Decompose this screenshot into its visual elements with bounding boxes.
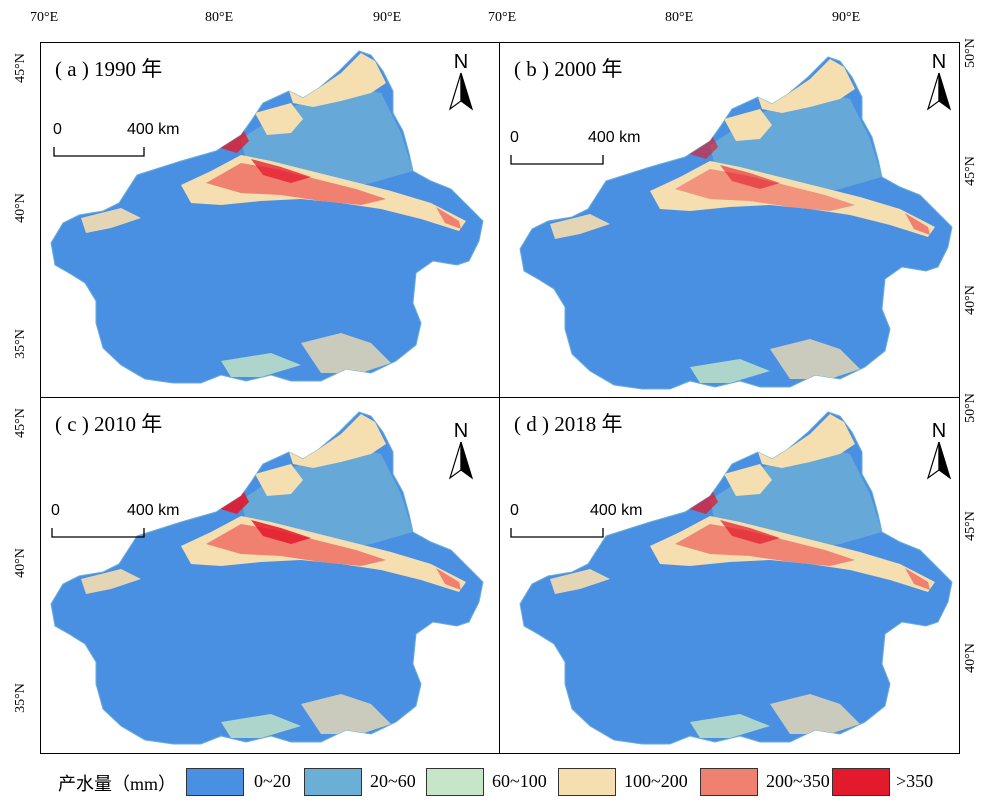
- legend-swatch-100-200: [558, 768, 616, 796]
- map-panel-2000: ( b ) 2000 年 N 0 400 km: [499, 42, 960, 399]
- legend: 产水量（mm） 0~20 20~60 60~100 100~200 200~35…: [0, 762, 1000, 800]
- lat-label-35n-top-left: 35°N: [12, 329, 28, 359]
- north-arrow-icon: N: [446, 51, 476, 113]
- lat-label-40n-bottom-left: 40°N: [12, 548, 28, 578]
- lon-label-80e-right: 80°E: [665, 10, 694, 25]
- scale-zero-label: 0: [510, 129, 519, 146]
- panel-title: ( c ) 2010 年: [55, 412, 163, 436]
- lon-label-80e-left: 80°E: [205, 10, 234, 25]
- north-label: N: [931, 51, 947, 73]
- scale-distance-label: 400 km: [590, 502, 643, 519]
- north-label: N: [453, 420, 469, 442]
- water-yield-map-1990: [50, 50, 484, 384]
- north-label: N: [453, 51, 469, 73]
- panel-title: ( d ) 2018 年: [514, 412, 623, 436]
- legend-label-100-200: 100~200: [624, 771, 688, 791]
- lat-label-45n-bottom-left: 45°N: [12, 408, 28, 438]
- north-arrow-icon: N: [924, 51, 954, 113]
- legend-title: 产水量（mm）: [58, 774, 177, 794]
- map-panel-2010: ( c ) 2010 年 N 0 400 km: [40, 397, 501, 754]
- lon-label-70e-right: 70°E: [488, 10, 517, 25]
- scale-zero-label: 0: [510, 502, 519, 519]
- scale-distance-label: 400 km: [588, 129, 641, 146]
- scale-zero-label: 0: [51, 502, 60, 519]
- north-arrow-icon: N: [924, 420, 954, 482]
- water-yield-map-2000: [519, 56, 953, 390]
- north-label: N: [931, 420, 947, 442]
- legend-label-60-100: 60~100: [492, 771, 547, 791]
- scale-bar: 0 400 km: [510, 129, 660, 169]
- scale-distance-label: 400 km: [127, 121, 180, 138]
- legend-swatch-60-100: [426, 768, 484, 796]
- lat-label-50n-bottom-right: 50°N: [962, 393, 978, 423]
- legend-swatch-gt-350: [832, 768, 890, 796]
- legend-swatch-0-20: [186, 768, 244, 796]
- water-yield-map-2018: [519, 411, 953, 745]
- lat-label-40n-bottom-right: 40°N: [962, 643, 978, 673]
- water-yield-map-2010: [50, 411, 484, 745]
- north-arrow-icon: N: [446, 420, 476, 482]
- legend-swatch-20-60: [304, 768, 362, 796]
- lat-label-45n-top-right: 45°N: [962, 156, 978, 186]
- lon-label-70e-left: 70°E: [30, 10, 59, 25]
- panel-title: ( a ) 1990 年: [55, 57, 163, 81]
- legend-label-20-60: 20~60: [370, 771, 416, 791]
- scale-zero-label: 0: [53, 121, 62, 138]
- legend-label-200-350: 200~350: [766, 771, 830, 791]
- scale-distance-label: 400 km: [127, 502, 180, 519]
- lat-label-35n-bottom-left: 35°N: [12, 683, 28, 713]
- legend-label-0-20: 0~20: [254, 771, 291, 791]
- scale-bar: 0 400 km: [53, 121, 203, 161]
- map-panel-2018: ( d ) 2018 年 N 0 400 km: [499, 397, 960, 754]
- lat-label-45n-bottom-right: 45°N: [962, 511, 978, 541]
- lat-label-40n-top-left: 40°N: [12, 193, 28, 223]
- scale-bar: 0 400 km: [510, 502, 660, 542]
- lat-label-50n-top-right: 50°N: [962, 38, 978, 68]
- lon-label-90e-right: 90°E: [832, 10, 861, 25]
- legend-label-gt-350: >350: [896, 771, 934, 791]
- lon-label-90e-left: 90°E: [373, 10, 402, 25]
- lat-label-40n-top-right: 40°N: [962, 285, 978, 315]
- scale-bar: 0 400 km: [51, 502, 201, 542]
- legend-swatch-200-350: [700, 768, 758, 796]
- panel-title: ( b ) 2000 年: [514, 57, 623, 81]
- lat-label-45n-top-left: 45°N: [12, 53, 28, 83]
- map-panel-1990: ( a ) 1990 年 N 0 400 km: [40, 42, 501, 399]
